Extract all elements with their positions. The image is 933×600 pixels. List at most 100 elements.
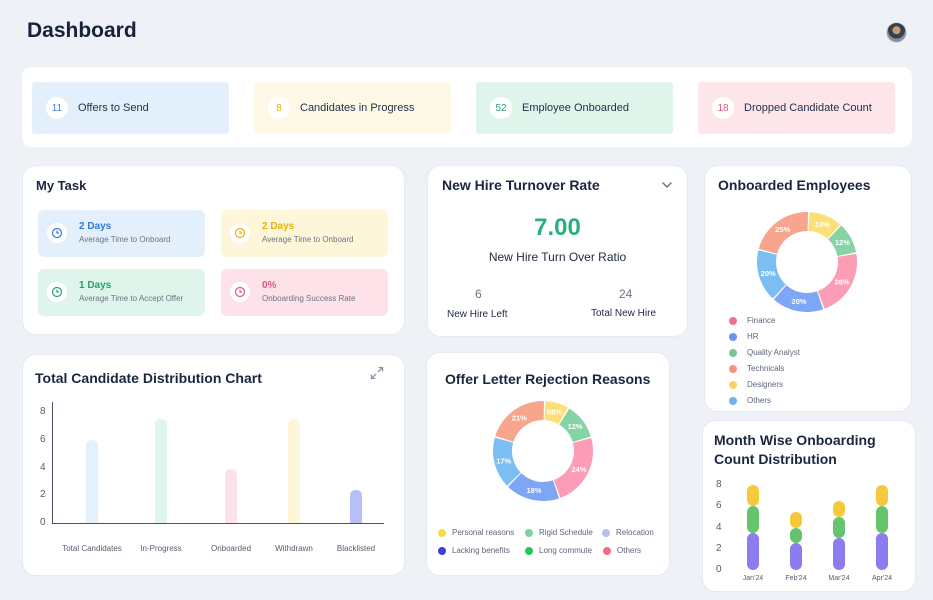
donut-slice-lacking-benefits[interactable] (508, 473, 560, 501)
task-label: Average Time to Onboard (79, 235, 171, 244)
y-tick-label: 2 (716, 542, 722, 554)
clock-icon (47, 223, 67, 243)
legend-technicals: Technicals (729, 364, 784, 373)
onboarded-title: Onboarded Employees (718, 177, 871, 193)
total-new-hire-value: 24 (619, 287, 633, 301)
my-task-card: My Task 2 Days Average Time to Onboard 2… (22, 165, 405, 335)
x-category-label: Blacklisted (336, 544, 376, 553)
donut-slice-hr[interactable] (773, 285, 824, 312)
stat-label: Offers to Send (78, 102, 149, 114)
donut-slice-label: 26% (835, 278, 850, 287)
stacked-bar-segment[interactable] (747, 485, 759, 507)
total-new-hire-label: Total New Hire (591, 308, 657, 319)
bar-total-candidates[interactable] (86, 439, 98, 523)
stacked-bar-segment[interactable] (747, 532, 759, 570)
donut-slice-personal-reasons[interactable] (544, 401, 568, 425)
turnover-value: 7.00 (534, 214, 581, 241)
donut-slice-others[interactable] (495, 401, 544, 442)
stat-offers-to-send[interactable]: 11 Offers to Send (32, 82, 229, 134)
legend-finance: Finance (729, 316, 775, 325)
task-value: 0% (262, 280, 277, 291)
y-tick-label: 4 (40, 461, 46, 473)
task-card-avg-time-onboard-2[interactable]: 2 Days Average Time to Onboard (221, 210, 388, 257)
stacked-bar-segment[interactable] (876, 506, 888, 533)
stat-dropped-candidate-count[interactable]: 18 Dropped Candidate Count (698, 82, 895, 134)
onboarded-employees-card: Onboarded Employees 13% 12% 26% 20% 20% 25% F… (704, 165, 912, 412)
stacked-bar-segment[interactable] (833, 500, 845, 517)
task-label: Onboarding Success Rate (262, 294, 356, 303)
y-tick-label: 4 (716, 521, 722, 533)
turnover-card: New Hire Turnover Rate 7.00 New Hire Tur… (427, 165, 688, 337)
donut-slice-label: 08% (547, 408, 562, 417)
task-card-avg-time-onboard[interactable]: 2 Days Average Time to Onboard (38, 210, 205, 257)
stacked-bar-segment[interactable] (876, 532, 888, 570)
x-category-label: Mar'24 (828, 575, 850, 582)
stat-count: 52 (490, 97, 512, 119)
stats-strip: 11 Offers to Send 8 Candidates in Progre… (22, 67, 912, 147)
legend-rigid-schedule: Rigid Schedule (525, 528, 593, 537)
x-category-label: Withdrawn (275, 544, 313, 553)
donut-slice-others[interactable] (757, 250, 786, 299)
stacked-bar-segment[interactable] (790, 543, 802, 570)
task-card-avg-time-accept[interactable]: 1 Days Average Time to Accept Offer (38, 269, 205, 316)
task-card-onboarding-success[interactable]: 0% Onboarding Success Rate (221, 269, 388, 316)
donut-slice-label: 20% (792, 297, 807, 306)
chevron-down-icon[interactable] (661, 178, 673, 192)
donut-slice-finance[interactable] (817, 253, 857, 309)
bar-withdrawn[interactable] (288, 418, 300, 523)
new-hire-left-value: 6 (475, 287, 482, 301)
clock-icon (230, 282, 250, 302)
expand-icon[interactable] (369, 365, 385, 386)
y-tick-label: 2 (40, 489, 46, 501)
y-tick-label: 6 (716, 500, 722, 512)
donut-slice-rigid-schedule[interactable] (559, 408, 591, 443)
stat-count: 11 (46, 97, 68, 119)
stacked-bar-segment[interactable] (876, 485, 888, 507)
x-category-label: Onboarded (210, 544, 252, 553)
legend-others: Others (603, 546, 641, 555)
legend-quality-analyst: Quality Analyst (729, 348, 800, 357)
task-label: Average Time to Accept Offer (79, 294, 184, 303)
stacked-bar-segment[interactable] (790, 511, 802, 528)
donut-slice-designers[interactable] (808, 212, 841, 239)
distribution-title: Total Candidate Distribution Chart (35, 370, 262, 386)
legend-hr: HR (729, 332, 759, 341)
bar-onboarded[interactable] (225, 468, 237, 523)
stat-count: 8 (268, 97, 290, 119)
x-axis (52, 523, 384, 524)
stat-employee-onboarded[interactable]: 52 Employee Onboarded (476, 82, 673, 134)
legend-designers: Designers (729, 380, 783, 389)
legend-lacking-benefits: Lacking benefits (438, 546, 510, 555)
stat-candidates-in-progress[interactable]: 8 Candidates in Progress (254, 82, 451, 134)
donut-slice-label: 12% (568, 422, 583, 431)
task-label: Average Time to Onboard (262, 235, 354, 244)
stacked-bar-segment[interactable] (833, 516, 845, 539)
stacked-bar-segment[interactable] (833, 538, 845, 570)
monthly-stacked-bar-chart: 0 2 4 6 8 Jan'24 Feb'24 Mar'24 Apr'24 (703, 421, 917, 593)
donut-slice-long-commute[interactable] (493, 437, 521, 486)
legend-relocation: Relocation (602, 528, 654, 537)
x-category-label: Total Candidates (62, 544, 122, 553)
stat-label: Dropped Candidate Count (744, 102, 872, 114)
donut-slice-quality-analyst[interactable] (828, 225, 857, 256)
avatar[interactable] (886, 22, 907, 43)
y-tick-label: 8 (716, 479, 722, 490)
stacked-bar-segment[interactable] (747, 506, 759, 533)
clock-icon (230, 223, 250, 243)
distribution-bar-chart: 0 2 4 6 8 Total Candidates In-Progress Onboarde… (23, 355, 406, 577)
donut-slice-label: 21% (512, 414, 527, 423)
x-category-label: Feb'24 (785, 575, 807, 582)
y-tick-label: 0 (40, 517, 46, 528)
donut-slice-label: 13% (815, 220, 830, 229)
donut-slice-label: 12% (835, 238, 850, 247)
donut-slice-technicals[interactable] (758, 212, 808, 254)
my-task-title: My Task (36, 178, 87, 193)
stat-label: Candidates in Progress (300, 102, 415, 114)
x-category-label: In-Progress (140, 544, 182, 553)
stacked-bar-segment[interactable] (790, 527, 802, 544)
donut-slice-label: 24% (572, 465, 587, 474)
bar-blacklisted[interactable] (350, 489, 362, 523)
bar-in-progress[interactable] (155, 418, 167, 523)
donut-slice-label: 25% (775, 225, 790, 234)
donut-slice-relocation[interactable] (553, 437, 593, 498)
